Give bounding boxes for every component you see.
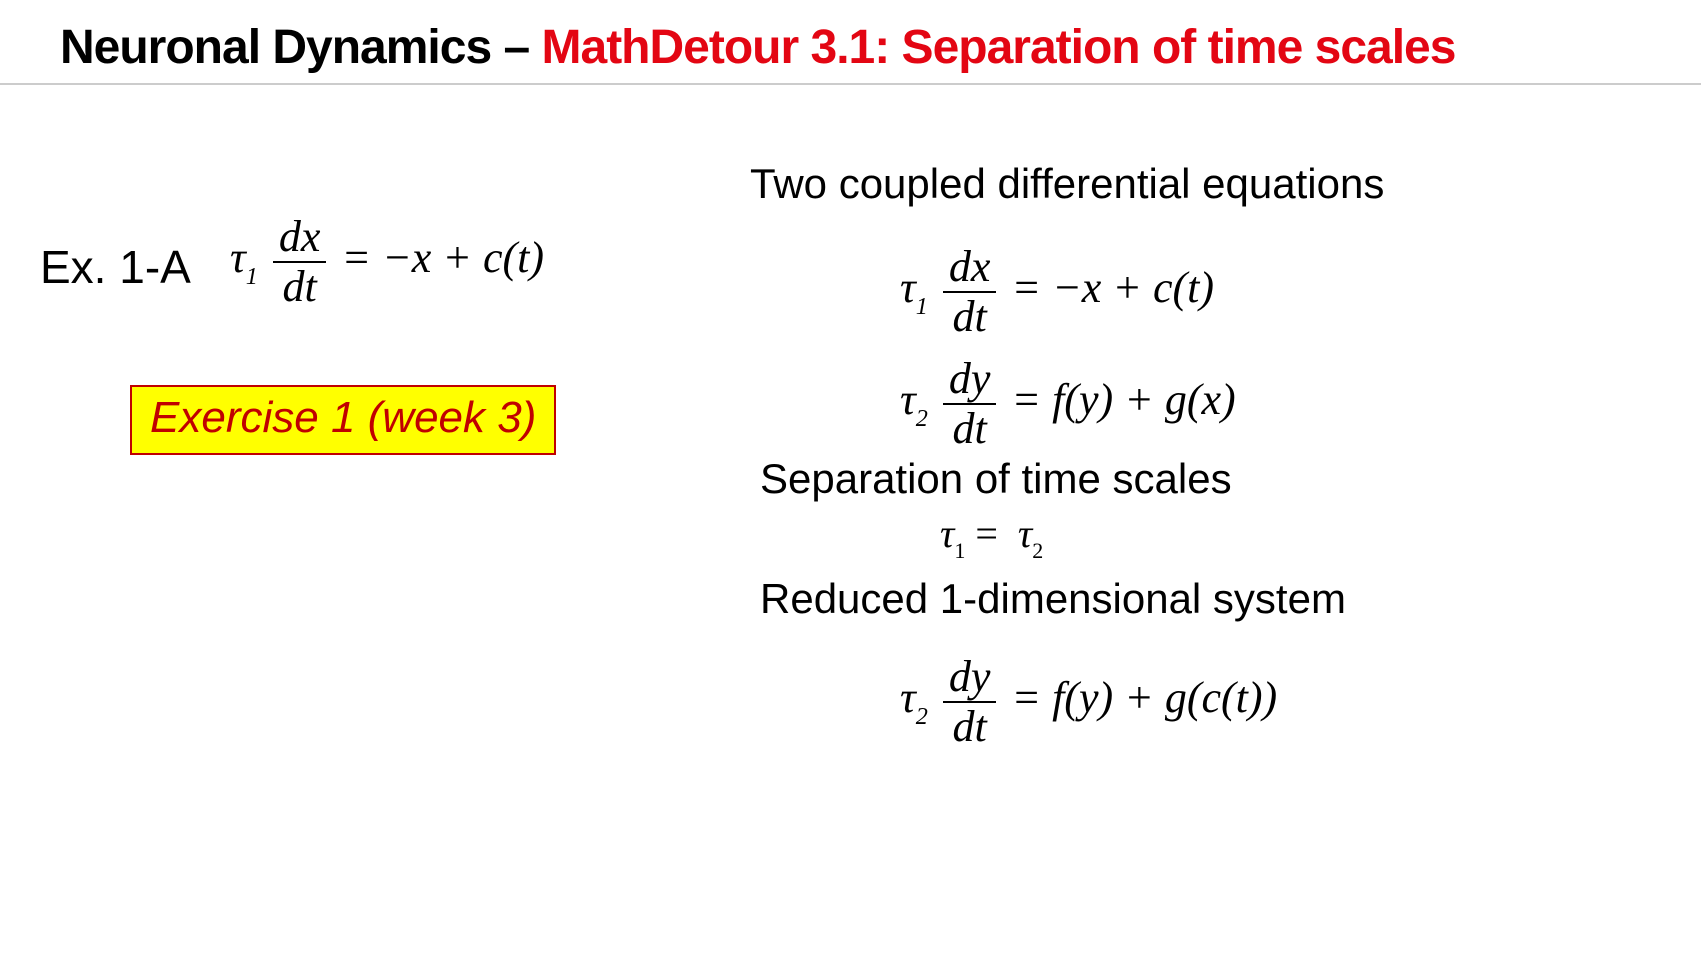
tau-symbol: τ (1018, 511, 1032, 556)
tau-symbol: τ (900, 263, 916, 312)
tau-symbol: τ (230, 233, 246, 282)
fraction-dydt: dy dt (943, 655, 997, 749)
heading-coupled-eqs: Two coupled differential equations (750, 160, 1384, 208)
example-label: Ex. 1-A (40, 240, 191, 294)
fraction-dxdt: dx dt (273, 215, 327, 309)
fraction-dxdt: dx dt (943, 245, 997, 339)
equation-reduced: τ2 dy dt = f(y) + g(c(t)) (900, 655, 1277, 749)
exercise-callout-box: Exercise 1 (week 3) (130, 385, 556, 455)
equals-text: = (965, 511, 1008, 556)
tau-symbol: τ (900, 673, 916, 722)
title-part-black: Neuronal Dynamics – (60, 21, 542, 74)
fraction-denominator: dt (943, 703, 997, 749)
equation-rhs: = f(y) + g(x) (1000, 375, 1235, 424)
fraction-dydt: dy dt (943, 357, 997, 451)
equation-ex1a: τ1 dx dt = −x + c(t) (230, 215, 544, 309)
slide-content: Ex. 1-A τ1 dx dt = −x + c(t) Exercise 1 … (0, 85, 1701, 945)
fraction-denominator: dt (273, 263, 327, 309)
fraction-denominator: dt (943, 405, 997, 451)
exercise-callout-text: Exercise 1 (week 3) (150, 393, 536, 442)
fraction-denominator: dt (943, 293, 997, 339)
equation-rhs: = f(y) + g(c(t)) (1000, 673, 1277, 722)
title-part-red: MathDetour 3.1: Separation of time scale… (542, 21, 1456, 74)
tau-subscript: 1 (916, 293, 928, 320)
tau-symbol: τ (940, 511, 954, 556)
fraction-numerator: dy (943, 655, 997, 703)
fraction-numerator: dx (273, 215, 327, 263)
equation-rhs: = −x + c(t) (1000, 263, 1214, 312)
tau-subscript: 2 (1032, 538, 1043, 563)
tau-subscript: 2 (916, 405, 928, 432)
slide-header: Neuronal Dynamics – MathDetour 3.1: Sepa… (0, 0, 1701, 85)
equation-coupled-1: τ1 dx dt = −x + c(t) (900, 245, 1214, 339)
equation-rhs: = −x + c(t) (330, 233, 544, 282)
tau-subscript: 1 (954, 538, 965, 563)
equation-coupled-2: τ2 dy dt = f(y) + g(x) (900, 357, 1236, 451)
tau-subscript: 1 (246, 263, 258, 290)
slide-title: Neuronal Dynamics – MathDetour 3.1: Sepa… (60, 20, 1701, 75)
fraction-numerator: dx (943, 245, 997, 293)
fraction-numerator: dy (943, 357, 997, 405)
tau-subscript: 2 (916, 703, 928, 730)
heading-separation: Separation of time scales (760, 455, 1232, 503)
tau-symbol: τ (900, 375, 916, 424)
equation-tau-equality: τ1 = τ2 (940, 510, 1043, 562)
heading-reduced: Reduced 1-dimensional system (760, 575, 1346, 623)
